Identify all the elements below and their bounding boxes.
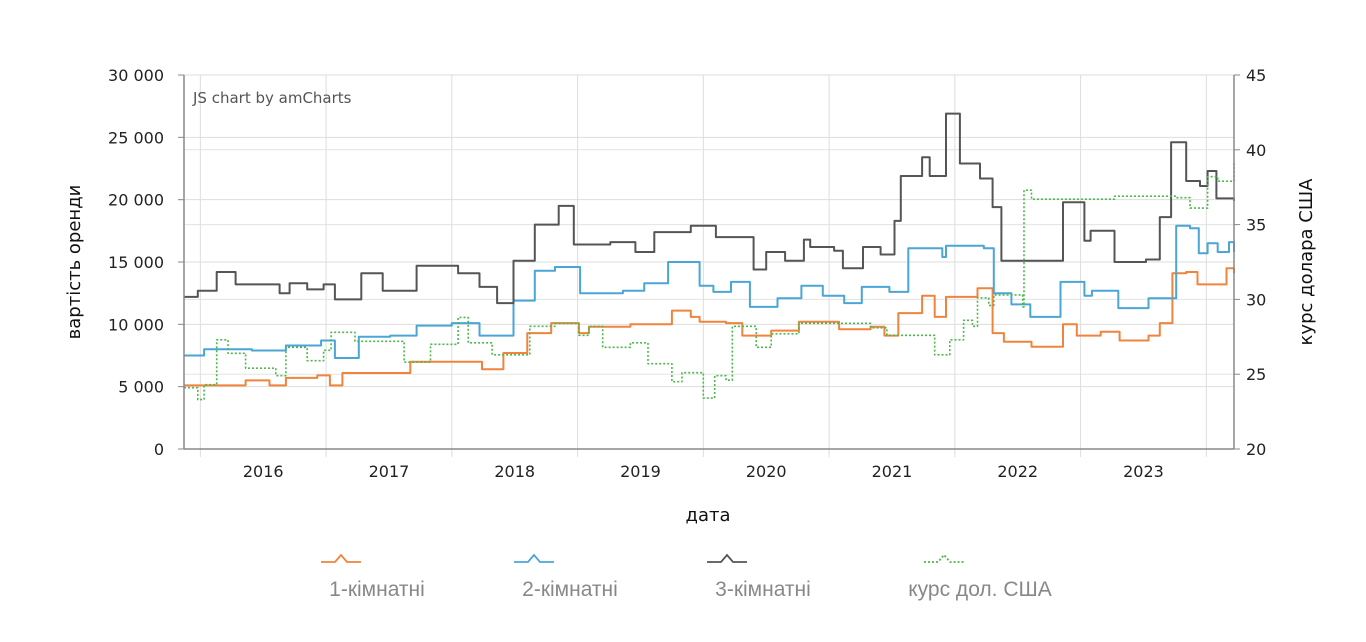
x-tick-label: 2016 bbox=[243, 462, 284, 481]
y2-tick-label: 20 bbox=[1246, 440, 1266, 459]
series-line-2 bbox=[184, 224, 1235, 359]
x-tick-label: 2018 bbox=[494, 462, 535, 481]
legend-label: 2-кімнатні bbox=[522, 578, 618, 601]
amcharts-credit[interactable]: JS chart by amCharts bbox=[192, 89, 352, 107]
x-tick-label: 2019 bbox=[620, 462, 661, 481]
series-line-4 bbox=[184, 163, 1235, 401]
x-tick-label: 2021 bbox=[872, 462, 913, 481]
y-tick-label: 10 000 bbox=[108, 315, 164, 334]
legend-label: курс дол. США bbox=[908, 578, 1052, 601]
legend-marker-icon bbox=[707, 553, 747, 563]
y-tick-label: 30 000 bbox=[108, 66, 164, 85]
legend-marker-icon bbox=[514, 553, 554, 563]
x-tick-label: 2022 bbox=[997, 462, 1038, 481]
legend-marker-icon bbox=[321, 553, 361, 563]
y2-tick-label: 30 bbox=[1246, 290, 1266, 309]
y-tick-label: 25 000 bbox=[108, 128, 164, 147]
legend-item-4[interactable]: курс дол. США bbox=[908, 553, 1052, 601]
legend-item-2[interactable]: 2-кімнатні bbox=[514, 553, 618, 601]
legend-label: 1-кімнатні bbox=[329, 578, 425, 601]
x-tick-label: 2023 bbox=[1123, 462, 1164, 481]
y-tick-label: 5 000 bbox=[118, 378, 164, 397]
y-axis-title: вартість оренди bbox=[64, 185, 85, 340]
legend-item-3[interactable]: 3-кімнатні bbox=[707, 553, 811, 601]
y-tick-label: 15 000 bbox=[108, 253, 164, 272]
y2-tick-label: 25 bbox=[1246, 365, 1266, 384]
y2-tick-label: 45 bbox=[1246, 66, 1266, 85]
tick-labels: 0 5 000 10 000 15 000 20 000 25 000 30 000 20 25… bbox=[108, 66, 1266, 481]
legend-item-1[interactable]: 1-кімнатні bbox=[321, 553, 425, 601]
y2-axis-title: курс долара США bbox=[1296, 178, 1317, 346]
y2-tick-label: 40 bbox=[1246, 141, 1266, 160]
x-tick-label: 2017 bbox=[369, 462, 410, 481]
series-line-3 bbox=[184, 112, 1235, 305]
legend: 1-кімнатні 2-кімнатні 3-кімнатні курс дол. … bbox=[321, 553, 1052, 601]
x-tick-label: 2020 bbox=[746, 462, 787, 481]
legend-marker-icon bbox=[924, 553, 964, 563]
y-tick-label: 20 000 bbox=[108, 191, 164, 210]
series-layer bbox=[184, 112, 1235, 401]
grid bbox=[184, 74, 1234, 457]
y2-tick-label: 35 bbox=[1246, 216, 1266, 235]
x-axis-title: дата bbox=[686, 505, 731, 526]
y-tick-label: 0 bbox=[154, 440, 164, 459]
legend-label: 3-кімнатні bbox=[715, 578, 811, 601]
series-line-1 bbox=[184, 267, 1235, 387]
